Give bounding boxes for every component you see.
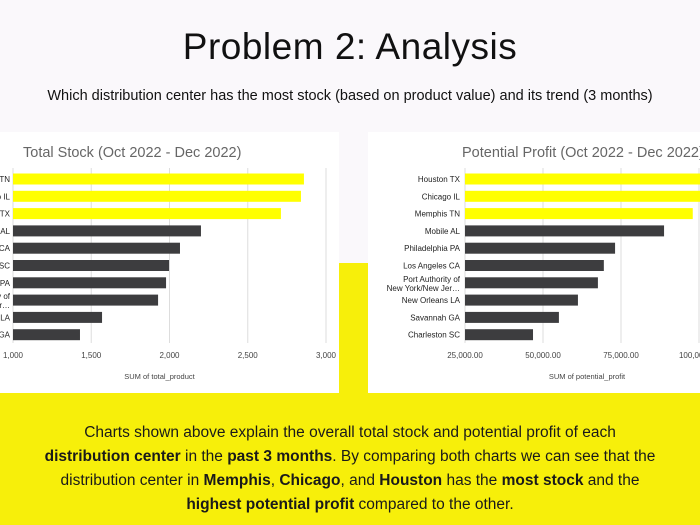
total-stock-chart-title: Total Stock (Oct 2022 - Dec 2022) (23, 145, 241, 161)
x-tick-label: 2,500 (238, 351, 259, 360)
bar-savannah-ga (465, 311, 559, 323)
summary-emphasis: past 3 months (227, 448, 333, 465)
potential-profit-x-axis-title: SUM of potential_profit (549, 372, 626, 381)
category-label: New Orleans LA (402, 296, 461, 305)
yellow-summary-panel (0, 393, 700, 525)
category-label: Philadelphia PA (404, 244, 461, 253)
category-label: New York/New Jer… (387, 284, 460, 293)
x-tick-label: 50,000.00 (525, 351, 561, 360)
x-tick-label: 3,000 (316, 351, 337, 360)
total-stock-x-axis-title: SUM of total_product (124, 372, 195, 381)
category-label: Memphis TN (415, 210, 460, 219)
summary-text-segment: , (270, 472, 280, 489)
category-label: Houston TX (418, 175, 461, 184)
x-tick-label: 100,000.00 (679, 351, 700, 360)
summary-line-1: Charts shown above explain the overall t… (84, 424, 616, 441)
x-tick-label: 1,500 (81, 351, 102, 360)
yellow-accent-strip (339, 263, 369, 403)
bar-chicago-il (465, 190, 700, 202)
category-label: Los Angeles CA (0, 244, 11, 253)
summary-text-segment: distribution center in (60, 472, 204, 489)
category-label: Mobile AL (425, 227, 461, 236)
category-label: Savannah GA (410, 313, 460, 322)
bar-chicago-il (13, 190, 301, 202)
category-label: New York/New Jer… (0, 301, 10, 310)
summary-text-segment: in the (180, 448, 228, 465)
category-label: New Orleans LA (0, 313, 11, 322)
summary-emphasis: most stock (501, 472, 584, 489)
x-tick-label: 25,000.00 (447, 351, 483, 360)
question-text: Which distribution center has the most s… (47, 88, 653, 104)
summary-emphasis: highest potential profit (186, 496, 355, 513)
bar-port-authority-of (465, 277, 598, 289)
summary-emphasis: Chicago (279, 472, 341, 489)
category-label: Memphis TN (0, 175, 10, 184)
bar-philadelphia-pa (13, 277, 167, 289)
summary-emphasis: Memphis (203, 472, 271, 489)
category-label: Savannah GA (0, 331, 11, 340)
x-tick-label: 1,000 (3, 351, 24, 360)
page-title: Problem 2: Analysis (182, 26, 518, 67)
bar-memphis-tn (465, 208, 693, 220)
bar-houston-tx (465, 173, 700, 185)
bar-mobile-al (13, 225, 201, 237)
category-label: Chicago IL (422, 192, 461, 201)
category-label: Port Authority of (403, 275, 461, 284)
bar-new-orleans-la (13, 311, 103, 323)
summary-text-segment: , and (340, 472, 380, 489)
summary-text-segment: has the (442, 472, 502, 489)
total-stock-chart: Total Stock (Oct 2022 - Dec 2022) 1,000 1,… (0, 145, 337, 381)
category-label: Chicago IL (0, 192, 11, 201)
bar-los-angeles-ca (13, 242, 180, 254)
bar-memphis-tn (13, 173, 304, 185)
category-label: Houston TX (0, 210, 11, 219)
summary-line-3: distribution center in Memphis, Chicago,… (0, 469, 700, 493)
bar-charleston-sc (465, 329, 534, 341)
bar-port-authority-of (13, 294, 159, 306)
bar-philadelphia-pa (465, 242, 616, 254)
category-label: Charleston SC (0, 262, 10, 271)
category-label: Philadelphia PA (0, 279, 11, 288)
x-tick-label: 2,000 (159, 351, 180, 360)
bar-savannah-ga (13, 329, 80, 341)
summary-text: Charts shown above explain the overall t… (0, 421, 700, 517)
bar-new-orleans-la (465, 294, 578, 306)
potential-profit-chart-title: Potential Profit (Oct 2022 - Dec 2022) (462, 145, 700, 161)
potential-profit-chart: Potential Profit (Oct 2022 - Dec 2022) 25… (387, 145, 700, 381)
summary-line-4: highest potential profit compared to the… (0, 493, 700, 517)
bar-mobile-al (465, 225, 665, 237)
summary-text-segment: and the (583, 472, 640, 489)
category-label: Los Angeles CA (403, 262, 461, 271)
x-tick-label: 75,000.00 (603, 351, 639, 360)
bar-houston-tx (13, 208, 281, 220)
bar-charleston-sc (13, 260, 170, 271)
summary-line-2: distribution center in the past 3 months… (0, 445, 700, 469)
category-label: Mobile AL (0, 227, 11, 236)
summary-text-segment: . By comparing both charts we can see th… (332, 448, 656, 465)
summary-emphasis: Houston (379, 472, 443, 489)
bar-los-angeles-ca (465, 260, 604, 271)
summary-emphasis: distribution center (44, 448, 181, 465)
category-label: Charleston SC (408, 331, 460, 340)
category-label: Port Authority of (0, 292, 11, 301)
summary-text-segment: compared to the other. (354, 496, 514, 513)
